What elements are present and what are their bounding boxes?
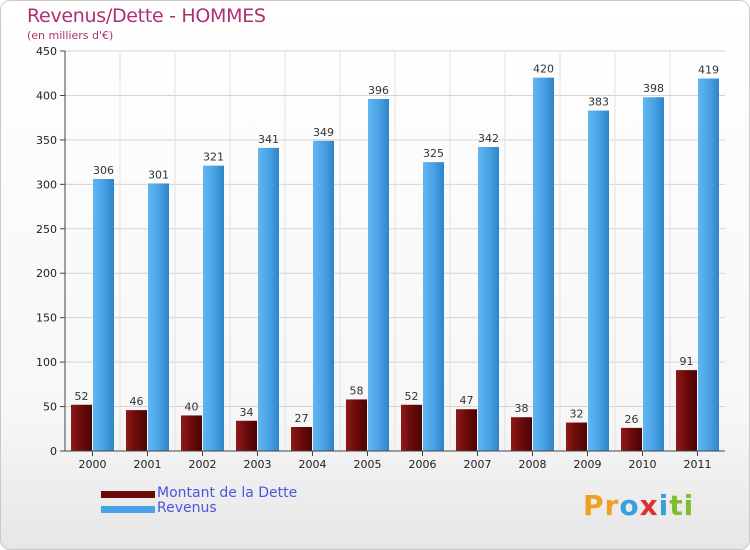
- revenue-bar: [148, 183, 169, 451]
- revenue-bar: [313, 140, 334, 451]
- debt-bar: [676, 370, 697, 451]
- debt-bar: [71, 404, 92, 451]
- debt-bar: [566, 422, 587, 451]
- y-tick-label: 450: [36, 45, 57, 58]
- labels-layer: 52 306 46 301 40 321 34 341 27 349 58 396 52 325 47 342…: [75, 63, 720, 426]
- axes-layer: 0 50 100 150 200 250 300 350 400 450 2000 2001 2002 2…: [36, 45, 725, 471]
- chart-subtitle: (en milliers d'€): [27, 29, 114, 42]
- logo-letter: i: [683, 489, 695, 522]
- debt-bar: [126, 410, 147, 451]
- logo-letter: x: [639, 489, 659, 522]
- revenue-bar-value-label: 341: [258, 133, 279, 146]
- debt-bar: [236, 420, 257, 451]
- revenue-bar-value-label: 349: [313, 126, 334, 139]
- revenue-bar: [588, 110, 609, 452]
- y-tick-label: 250: [36, 223, 57, 236]
- revenue-bar-value-label: 398: [643, 82, 664, 95]
- x-tick-label: 2009: [574, 458, 602, 471]
- logo-letter: P: [583, 489, 605, 522]
- y-tick-label: 200: [36, 267, 57, 280]
- logo-letter: r: [604, 489, 620, 522]
- debt-bar-value-label: 34: [240, 406, 254, 419]
- x-tick-label: 2008: [519, 458, 547, 471]
- revenue-bar-value-label: 342: [478, 132, 499, 145]
- debt-bar-value-label: 46: [130, 395, 144, 408]
- debt-bar-value-label: 27: [295, 412, 309, 425]
- y-tick-label: 50: [43, 401, 57, 414]
- x-tick-label: 2005: [354, 458, 382, 471]
- revenue-bar: [203, 165, 224, 451]
- x-tick-label: 2001: [134, 458, 162, 471]
- y-tick-label: 0: [50, 445, 57, 458]
- revenue-bar-value-label: 301: [148, 168, 169, 181]
- revenue-bar-value-label: 420: [533, 63, 554, 76]
- debt-bar: [181, 415, 202, 451]
- y-tick-label: 300: [36, 178, 57, 191]
- logo-letter: i: [658, 489, 670, 522]
- x-tick-label: 2011: [684, 458, 712, 471]
- revenue-bar-value-label: 396: [368, 84, 389, 97]
- x-tick-label: 2000: [79, 458, 107, 471]
- revenue-bar-value-label: 419: [698, 64, 719, 77]
- revenue-bar: [478, 147, 499, 451]
- debt-bar: [456, 409, 477, 451]
- debt-bar: [401, 404, 422, 451]
- x-tick-label: 2003: [244, 458, 272, 471]
- legend-swatch-debt: [101, 491, 155, 498]
- debt-bar-value-label: 58: [350, 384, 364, 397]
- debt-bar: [291, 427, 312, 451]
- legend-swatch-revenue: [101, 506, 155, 513]
- x-tick-label: 2004: [299, 458, 327, 471]
- grid-layer: [65, 50, 725, 452]
- debt-bar-value-label: 26: [625, 413, 639, 426]
- revenue-bar: [93, 179, 114, 451]
- revenue-bar-value-label: 383: [588, 96, 609, 109]
- revenue-bar: [533, 77, 554, 452]
- debt-bar: [346, 399, 367, 451]
- revenue-bar: [368, 99, 389, 451]
- revenue-bar: [698, 78, 719, 452]
- y-tick-label: 350: [36, 134, 57, 147]
- x-tick-label: 2006: [409, 458, 437, 471]
- revenue-bar: [258, 147, 279, 451]
- bars-layer: [71, 77, 719, 452]
- debt-bar: [511, 417, 532, 451]
- legend-label-debt: Montant de la Dette: [157, 485, 298, 501]
- revenue-bar: [643, 97, 664, 451]
- logo-letter: t: [669, 489, 684, 522]
- revenue-bar-value-label: 321: [203, 151, 224, 164]
- revenue-bar-value-label: 306: [93, 164, 114, 177]
- debt-bar-value-label: 91: [680, 355, 694, 368]
- debt-bar-value-label: 32: [570, 408, 584, 421]
- debt-bar-value-label: 52: [75, 390, 89, 403]
- debt-bar: [621, 427, 642, 451]
- y-tick-label: 100: [36, 356, 57, 369]
- y-tick-label: 400: [36, 89, 57, 102]
- legend-label-revenue: Revenus: [157, 500, 217, 516]
- x-tick-label: 2010: [629, 458, 657, 471]
- revenue-bar-value-label: 325: [423, 147, 444, 160]
- debt-bar-value-label: 52: [405, 390, 419, 403]
- debt-bar-value-label: 47: [460, 394, 474, 407]
- logo-letter: o: [619, 489, 640, 522]
- debt-bar-value-label: 38: [515, 402, 529, 415]
- revenue-bar: [423, 162, 444, 451]
- y-tick-label: 150: [36, 312, 57, 325]
- proxiti-logo: Proxiti: [583, 489, 694, 522]
- x-tick-label: 2002: [189, 458, 217, 471]
- chart-title: Revenus/Dette - HOMMES: [27, 5, 266, 27]
- x-tick-label: 2007: [464, 458, 492, 471]
- debt-bar-value-label: 40: [185, 400, 199, 413]
